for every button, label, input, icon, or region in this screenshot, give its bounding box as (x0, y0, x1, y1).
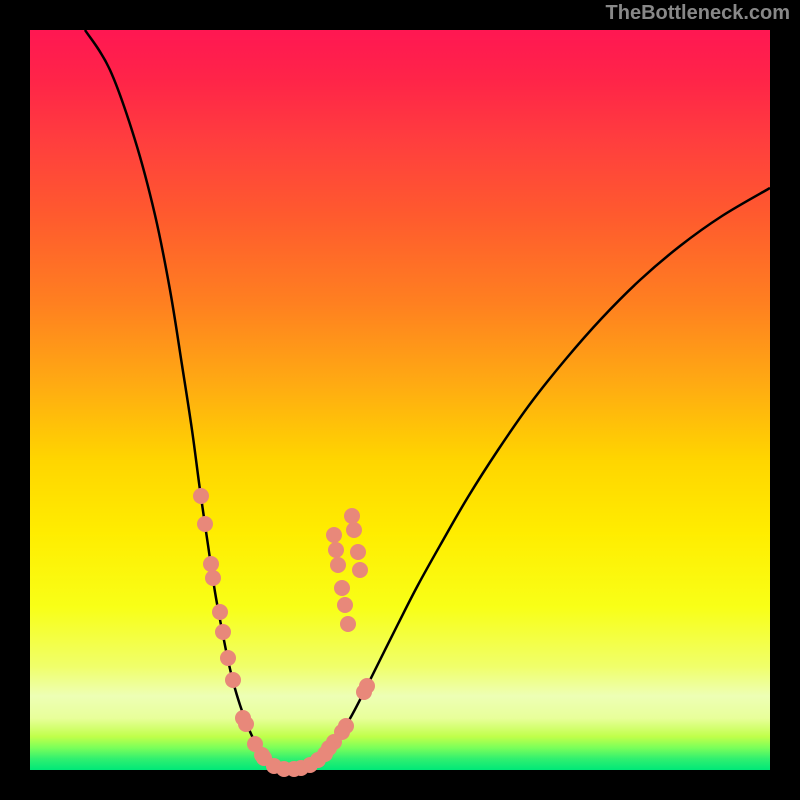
data-point (215, 624, 231, 640)
data-point (193, 488, 209, 504)
data-point (359, 678, 375, 694)
data-point (225, 672, 241, 688)
data-point (344, 508, 360, 524)
data-point (197, 516, 213, 532)
data-point (220, 650, 236, 666)
data-point (212, 604, 228, 620)
data-point (330, 557, 346, 573)
data-point (346, 522, 362, 538)
data-point (238, 716, 254, 732)
curve-layer (30, 30, 770, 770)
data-point (326, 527, 342, 543)
plot-area (30, 30, 770, 770)
data-point (334, 724, 350, 740)
chart-container: { "watermark": { "text": "TheBottleneck.… (0, 0, 800, 800)
data-point (321, 740, 337, 756)
bottleneck-curve (85, 30, 770, 770)
data-point (337, 597, 353, 613)
data-point (203, 556, 219, 572)
data-point (350, 544, 366, 560)
data-point (340, 616, 356, 632)
data-point (334, 580, 350, 596)
data-point (328, 542, 344, 558)
data-point (352, 562, 368, 578)
data-point (205, 570, 221, 586)
data-markers (193, 488, 375, 777)
watermark-text: TheBottleneck.com (606, 2, 790, 25)
